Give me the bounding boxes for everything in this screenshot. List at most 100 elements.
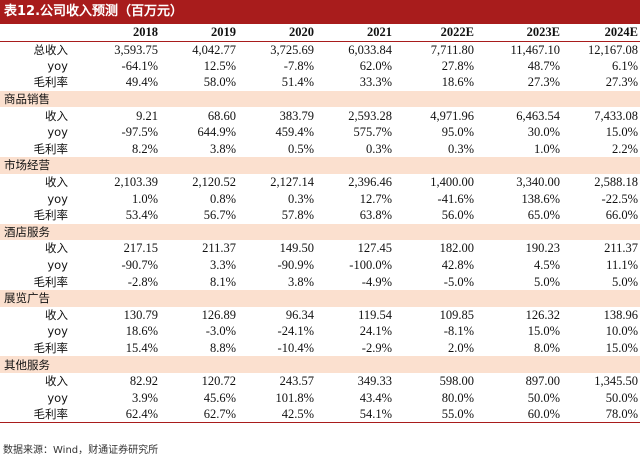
table-row: 毛利率 53.4% 56.7% 57.8% 63.8% 56.0% 65.0% 66.0% [0, 207, 640, 224]
table-cell: 4.5% [533, 258, 560, 273]
table-cell: 53.4% [125, 208, 158, 223]
row-label: 收入 [45, 241, 68, 256]
table-cell: -97.5% [121, 125, 158, 140]
table-cell: 3,593.75 [114, 42, 158, 57]
table-cell: 211.37 [604, 241, 638, 256]
table-cell: 15.0% [605, 125, 638, 140]
table-cell: 42.5% [238, 406, 316, 424]
table-cell: 2,396.46 [348, 175, 392, 190]
table-cell: 42.8% [441, 258, 474, 273]
table-row: yoy 18.6% -3.0% -24.1% 24.1% -8.1% 15.0% 10.0% [0, 323, 640, 340]
row-label: 毛利率 [33, 75, 69, 90]
table-row: yoy 1.0% 0.8% 0.3% 12.7% -41.6% 138.6% -22.5% [0, 190, 640, 207]
table-cell: 15.4% [125, 340, 158, 355]
table-cell: 18.6% [441, 75, 474, 90]
table-cell: 2,127.14 [270, 175, 314, 190]
table-cell: 68.60 [207, 108, 236, 123]
table-cell: -64.1% [121, 58, 158, 73]
section-name: 商品销售 [0, 90, 640, 108]
table-row: 毛利率 62.4% 62.7% 42.5% 54.1% 55.0% 60.0% 78.0% [0, 406, 640, 424]
table-cell: 65.0% [527, 208, 560, 223]
table-row: 毛利率 -2.8% 8.1% 3.8% -4.9% -5.0% 5.0% 5.0% [0, 273, 640, 290]
table-cell: 897.00 [525, 374, 560, 389]
table-cell: 50.0% [605, 390, 638, 405]
table-cell: 58.0% [203, 75, 236, 90]
table-cell: 8.1% [209, 274, 236, 289]
table-row: 毛利率 15.4% 8.8% -10.4% -2.9% 2.0% 8.0% 15.0% [0, 340, 640, 357]
table-cell: -5.0% [443, 274, 474, 289]
row-label: yoy [47, 390, 68, 405]
row-label: yoy [47, 191, 68, 206]
table-cell: -3.0% [205, 324, 236, 339]
table-cell: 0.3% [365, 141, 392, 156]
table-cell: 126.32 [525, 307, 560, 322]
table-cell: 55.0% [394, 406, 476, 424]
table-cell: -4.9% [361, 274, 392, 289]
table-cell: 5.0% [533, 274, 560, 289]
revenue-forecast-table: 2018 2019 2020 2021 2022E 2023E 2024E 总收入 3,593.… [0, 24, 640, 424]
year-header: 2022E [394, 24, 476, 42]
header-row: 2018 2019 2020 2021 2022E 2023E 2024E [0, 24, 640, 42]
table-cell: 27.8% [441, 58, 474, 73]
table-cell: 2.0% [447, 340, 474, 355]
table-cell: 349.33 [357, 374, 392, 389]
table-cell: 6.1% [611, 58, 638, 73]
table-cell: 2,120.52 [192, 175, 236, 190]
table-cell: 50.0% [527, 390, 560, 405]
table-cell: 0.5% [287, 141, 314, 156]
table-row: 收入 82.92 120.72 243.57 349.33 598.00 897.00 1,3… [0, 373, 640, 390]
table-cell: 10.0% [605, 324, 638, 339]
table-cell: -90.9% [277, 258, 314, 273]
table-cell: 182.00 [439, 241, 474, 256]
table-cell: 66.0% [605, 208, 638, 223]
header-blank [0, 24, 80, 42]
table-cell: 7,711.80 [430, 42, 474, 57]
table-cell: 27.3% [605, 75, 638, 90]
table-row: yoy -90.7% 3.3% -90.9% -100.0% 42.8% 4.5% 11.1% [0, 257, 640, 274]
row-label: 毛利率 [33, 274, 69, 289]
row-label: 收入 [45, 175, 68, 190]
section-header-row: 市场经营 [0, 157, 640, 174]
section-header-row: 展览广告 [0, 289, 640, 307]
table-cell: 3.8% [287, 274, 314, 289]
table-row: 收入 217.15 211.37 149.50 127.45 182.00 190.23 21… [0, 240, 640, 257]
year-header: 2023E [476, 24, 562, 42]
table-row: yoy 3.9% 45.6% 101.8% 43.4% 80.0% 50.0% 50.0% [0, 389, 640, 406]
table-cell: 598.00 [439, 374, 474, 389]
table-cell: -90.7% [121, 258, 158, 273]
table-row: 毛利率 8.2% 3.8% 0.5% 0.3% 0.3% 1.0% 2.2% [0, 141, 640, 158]
table-cell: 2,588.18 [594, 175, 638, 190]
row-label: 毛利率 [0, 406, 80, 424]
table-cell: 12.5% [203, 58, 236, 73]
table-cell: 11,467.10 [510, 42, 560, 57]
table-cell: 0.3% [447, 141, 474, 156]
table-cell: 45.6% [203, 390, 236, 405]
table-cell: 27.3% [527, 75, 560, 90]
table-cell: 120.72 [201, 374, 236, 389]
table-cell: 7,433.08 [594, 108, 638, 123]
table-cell: 2,103.39 [114, 175, 158, 190]
table-cell: 4,042.77 [192, 42, 236, 57]
table-cell: 149.50 [279, 241, 314, 256]
table-cell: 8.2% [131, 141, 158, 156]
table-cell: 126.89 [201, 307, 236, 322]
table-row: 总收入 3,593.75 4,042.77 3,725.69 6,033.84 7,711… [0, 41, 640, 58]
table-row: 毛利率 49.4% 58.0% 51.4% 33.3% 18.6% 27.3% 27.3% [0, 74, 640, 91]
row-label: 收入 [45, 108, 68, 123]
table-cell: 3.3% [209, 258, 236, 273]
row-label: yoy [47, 324, 68, 339]
row-label: yoy [47, 58, 68, 73]
table-cell: -22.5% [601, 191, 638, 206]
source-note: 数据来源：Wind，财通证券研究所 [3, 445, 159, 456]
table-cell: 12.7% [359, 191, 392, 206]
table-cell: 5.0% [611, 274, 638, 289]
row-label: yoy [47, 258, 68, 273]
table-cell: 0.8% [209, 191, 236, 206]
table-cell: 96.34 [285, 307, 314, 322]
row-label: 收入 [45, 374, 68, 389]
table-cell: 138.6% [521, 191, 560, 206]
table-cell: 49.4% [125, 75, 158, 90]
table-cell: -2.9% [361, 340, 392, 355]
table-cell: 109.85 [439, 307, 474, 322]
table-cell: 62.0% [359, 58, 392, 73]
